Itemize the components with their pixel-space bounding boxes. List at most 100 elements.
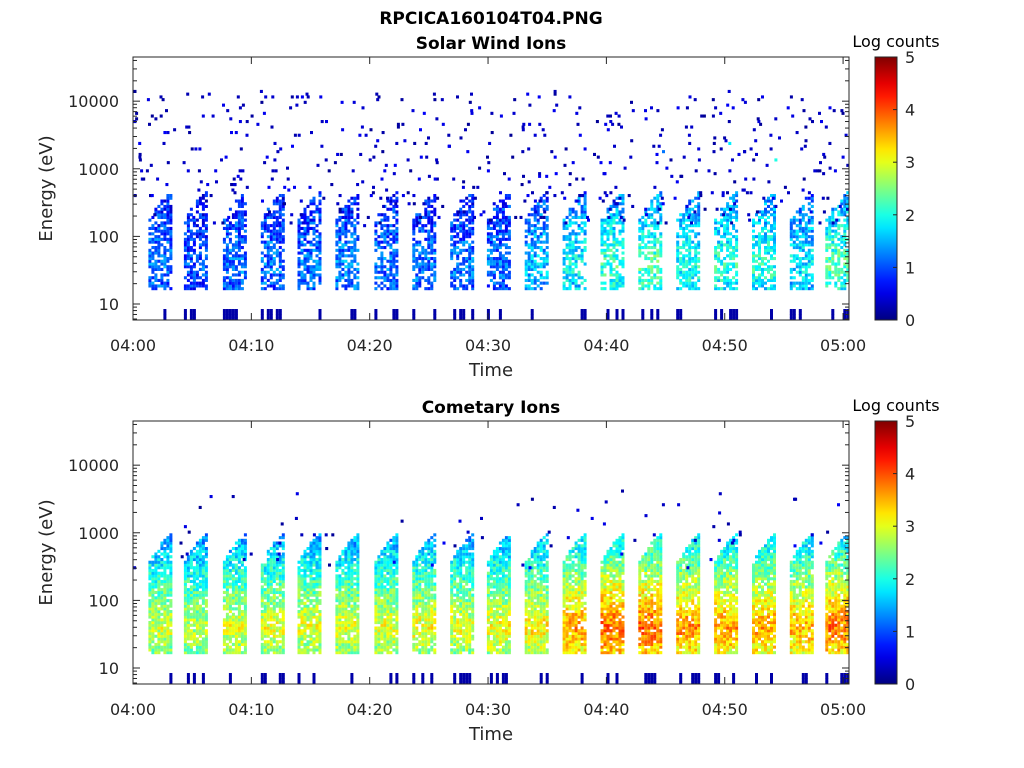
count-cell bbox=[789, 229, 793, 233]
count-cell bbox=[773, 248, 776, 252]
count-cell bbox=[828, 265, 832, 269]
count-cell bbox=[424, 207, 428, 211]
count-cell bbox=[272, 563, 276, 567]
count-cell bbox=[810, 257, 814, 261]
count-cell bbox=[228, 251, 232, 255]
count-cell bbox=[412, 267, 416, 271]
count-cell bbox=[163, 610, 167, 614]
count-cell bbox=[694, 270, 698, 274]
count-cell bbox=[840, 276, 844, 280]
count-cell bbox=[568, 207, 572, 211]
count-cell bbox=[154, 634, 158, 638]
count-cell bbox=[644, 109, 647, 113]
count-cell bbox=[430, 240, 434, 244]
count-cell bbox=[719, 111, 723, 115]
count-cell bbox=[764, 248, 767, 252]
count-cell bbox=[392, 273, 396, 277]
count-cell bbox=[204, 642, 208, 646]
count-cell bbox=[163, 566, 167, 570]
count-cell bbox=[792, 284, 796, 288]
count-cell bbox=[269, 558, 273, 562]
count-cell bbox=[433, 194, 437, 198]
count-cell bbox=[571, 210, 575, 214]
count-cell bbox=[577, 196, 581, 200]
count-cell bbox=[392, 287, 396, 291]
count-cell bbox=[691, 246, 695, 250]
count-cell bbox=[846, 251, 849, 255]
count-cell bbox=[563, 163, 567, 167]
count-cell bbox=[224, 155, 228, 159]
count-cell bbox=[347, 218, 351, 222]
count-cell bbox=[638, 221, 642, 225]
count-cell bbox=[647, 257, 651, 261]
count-cell bbox=[160, 618, 164, 622]
count-cell bbox=[154, 210, 158, 214]
count-cell bbox=[577, 199, 581, 203]
count-cell bbox=[297, 262, 301, 266]
count-cell bbox=[266, 248, 270, 252]
count-cell bbox=[204, 226, 208, 230]
count-cell bbox=[656, 210, 660, 214]
count-cell bbox=[300, 276, 304, 280]
count-cell bbox=[222, 311, 226, 315]
count-cell bbox=[638, 218, 642, 222]
count-cell bbox=[169, 240, 173, 244]
count-cell bbox=[828, 237, 832, 241]
count-cell bbox=[462, 257, 466, 261]
count-cell bbox=[653, 207, 657, 211]
count-cell bbox=[347, 265, 351, 269]
count-cell bbox=[471, 270, 475, 274]
count-cell bbox=[225, 229, 229, 233]
count-cell bbox=[240, 585, 244, 589]
count-cell bbox=[243, 541, 247, 545]
count-cell bbox=[269, 229, 273, 233]
count-cell bbox=[599, 161, 603, 165]
count-cell bbox=[468, 281, 472, 285]
count-cell bbox=[465, 284, 469, 288]
count-cell bbox=[151, 257, 155, 261]
count-cell bbox=[568, 287, 572, 291]
count-cell bbox=[804, 221, 808, 225]
count-cell bbox=[231, 248, 235, 252]
count-cell bbox=[237, 204, 241, 208]
count-cell bbox=[234, 226, 238, 230]
count-cell bbox=[192, 555, 196, 559]
count-cell bbox=[315, 240, 319, 244]
count-cell bbox=[148, 599, 152, 603]
count-cell bbox=[266, 648, 270, 652]
count-cell bbox=[225, 563, 229, 567]
count-cell bbox=[237, 560, 241, 564]
count-cell bbox=[754, 139, 758, 143]
count-cell bbox=[195, 585, 199, 589]
count-cell bbox=[297, 237, 301, 241]
count-cell bbox=[571, 251, 575, 255]
count-cell bbox=[266, 224, 270, 228]
count-cell bbox=[453, 226, 457, 230]
count-cell bbox=[492, 243, 496, 247]
count-cell bbox=[204, 593, 208, 597]
count-cell bbox=[412, 246, 416, 250]
count-cell bbox=[580, 276, 584, 280]
count-cell bbox=[427, 246, 431, 250]
count-cell bbox=[650, 278, 654, 282]
count-cell bbox=[453, 284, 457, 288]
count-cell bbox=[524, 235, 528, 239]
count-cell bbox=[198, 604, 202, 608]
count-cell bbox=[609, 215, 613, 219]
count-cell bbox=[135, 111, 139, 115]
count-cell bbox=[798, 235, 802, 239]
count-cell bbox=[831, 229, 835, 233]
count-cell bbox=[682, 254, 686, 258]
count-cell bbox=[201, 623, 205, 627]
count-cell bbox=[690, 221, 693, 225]
count-cell bbox=[243, 571, 247, 575]
count-cell bbox=[157, 549, 161, 553]
count-cell bbox=[151, 585, 155, 589]
count-cell bbox=[275, 645, 279, 649]
count-cell bbox=[504, 232, 508, 236]
count-cell bbox=[767, 229, 770, 233]
count-cell bbox=[266, 623, 270, 627]
count-cell bbox=[412, 248, 416, 252]
count-cell bbox=[752, 273, 755, 277]
count-cell bbox=[615, 257, 619, 261]
